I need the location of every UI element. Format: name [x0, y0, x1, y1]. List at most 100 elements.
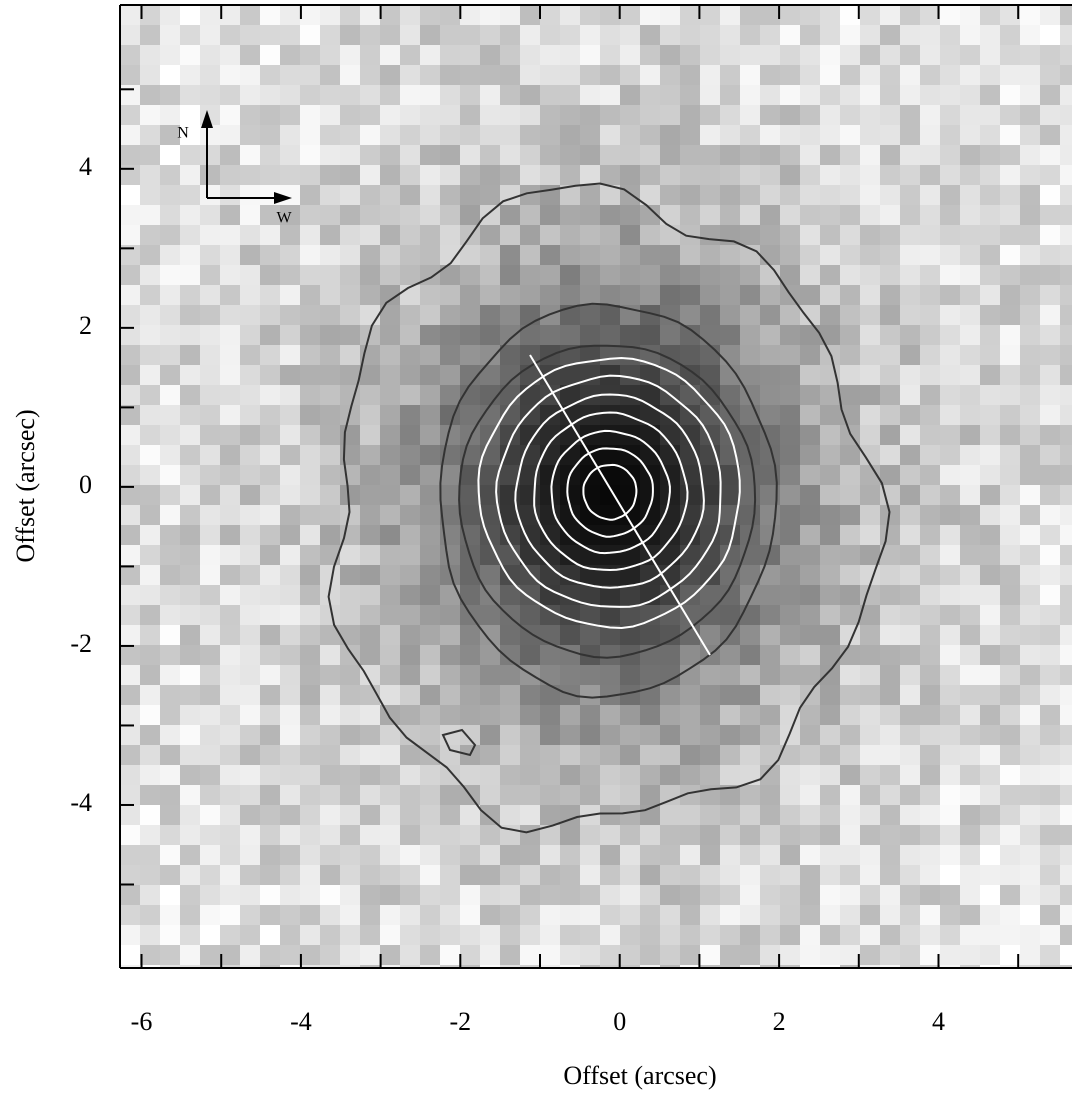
image-pixel [1040, 565, 1060, 585]
image-pixel [620, 585, 640, 605]
image-pixel [180, 25, 200, 45]
image-pixel [120, 485, 140, 505]
image-pixel [920, 25, 940, 45]
image-pixel [220, 765, 240, 785]
image-pixel [780, 425, 800, 445]
image-pixel [580, 325, 600, 345]
image-pixel [140, 905, 160, 925]
image-pixel [1040, 825, 1060, 845]
image-pixel [340, 945, 360, 965]
image-pixel [940, 485, 960, 505]
image-pixel [880, 625, 900, 645]
image-pixel [960, 645, 980, 665]
image-pixel [780, 165, 800, 185]
image-pixel [180, 885, 200, 905]
image-pixel [200, 85, 220, 105]
image-pixel [140, 625, 160, 645]
image-pixel [1000, 245, 1020, 265]
image-pixel [700, 65, 720, 85]
image-pixel [460, 125, 480, 145]
image-pixel [560, 205, 580, 225]
image-pixel [340, 725, 360, 745]
image-pixel [420, 665, 440, 685]
image-pixel [440, 645, 460, 665]
image-pixel [1020, 105, 1040, 125]
image-pixel [720, 305, 740, 325]
image-pixel [1040, 225, 1060, 245]
image-pixel [440, 545, 460, 565]
image-pixel [720, 45, 740, 65]
image-pixel [960, 165, 980, 185]
image-pixel [300, 465, 320, 485]
image-pixel [940, 825, 960, 845]
image-pixel [760, 285, 780, 305]
image-pixel [540, 205, 560, 225]
image-pixel [340, 265, 360, 285]
image-pixel [760, 825, 780, 845]
image-pixel [360, 845, 380, 865]
image-pixel [980, 945, 1000, 965]
image-pixel [220, 345, 240, 365]
image-pixel [340, 825, 360, 845]
image-pixel [320, 745, 340, 765]
image-pixel [920, 445, 940, 465]
image-pixel [680, 725, 700, 745]
image-pixel [760, 425, 780, 445]
image-pixel [180, 165, 200, 185]
image-pixel [1060, 265, 1072, 285]
image-pixel [400, 725, 420, 745]
image-pixel [560, 65, 580, 85]
image-pixel [920, 805, 940, 825]
image-pixel [180, 565, 200, 585]
image-pixel [1020, 865, 1040, 885]
image-pixel [740, 65, 760, 85]
image-pixel [940, 265, 960, 285]
image-pixel [280, 45, 300, 65]
image-pixel [320, 145, 340, 165]
image-pixel [460, 325, 480, 345]
image-pixel [540, 725, 560, 745]
image-pixel [280, 685, 300, 705]
image-pixel [1000, 965, 1020, 968]
image-pixel [260, 805, 280, 825]
image-pixel [900, 965, 920, 968]
image-pixel [660, 785, 680, 805]
image-pixel [640, 105, 660, 125]
image-pixel [780, 205, 800, 225]
contour [582, 463, 638, 521]
image-pixel [500, 645, 520, 665]
image-pixel [280, 745, 300, 765]
image-pixel [320, 425, 340, 445]
image-pixel [920, 325, 940, 345]
image-pixel [760, 245, 780, 265]
image-pixel [120, 505, 140, 525]
image-pixel [540, 325, 560, 345]
image-pixel [980, 625, 1000, 645]
image-pixel [600, 785, 620, 805]
image-pixel [120, 805, 140, 825]
image-pixel [980, 245, 1000, 265]
image-pixel [300, 965, 320, 968]
image-pixel [380, 185, 400, 205]
image-pixel [520, 185, 540, 205]
image-pixel [860, 225, 880, 245]
image-pixel [180, 585, 200, 605]
image-pixel [940, 625, 960, 645]
image-pixel [340, 445, 360, 465]
image-pixel [880, 785, 900, 805]
image-pixel [1040, 65, 1060, 85]
image-pixel [280, 245, 300, 265]
image-pixel [560, 945, 580, 965]
image-pixel [240, 305, 260, 325]
image-pixel [800, 945, 820, 965]
image-pixel [900, 405, 920, 425]
image-pixel [860, 365, 880, 385]
image-pixel [420, 25, 440, 45]
image-pixel [880, 565, 900, 585]
image-pixel [680, 185, 700, 205]
image-pixel [240, 465, 260, 485]
image-pixel [500, 365, 520, 385]
image-pixel [260, 105, 280, 125]
image-pixel [400, 745, 420, 765]
image-pixel [440, 205, 460, 225]
